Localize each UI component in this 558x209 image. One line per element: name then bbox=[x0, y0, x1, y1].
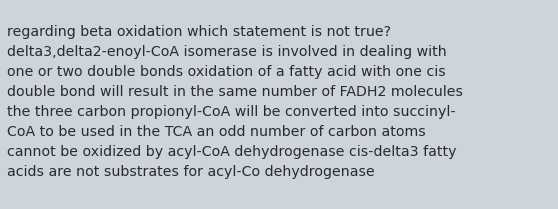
Text: regarding beta oxidation which statement is not true?
delta3,delta2-enoyl-CoA is: regarding beta oxidation which statement… bbox=[7, 25, 463, 180]
